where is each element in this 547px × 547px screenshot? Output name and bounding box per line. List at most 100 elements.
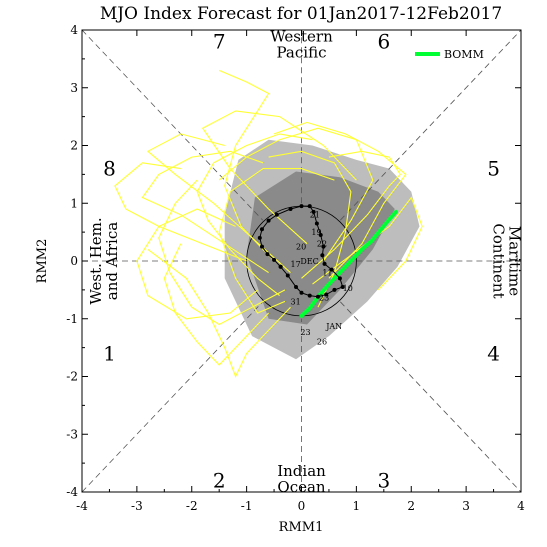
ensemble-member-line-10 bbox=[218, 168, 335, 314]
ensemble-member-line-7 bbox=[218, 127, 374, 262]
region-right-line-1: Continent bbox=[490, 223, 508, 298]
observed-point-18 bbox=[299, 204, 304, 209]
diagonal-guide-0 bbox=[81, 301, 263, 493]
ensemble-member-line-8 bbox=[136, 208, 258, 320]
observed-day-label-3: 22 bbox=[317, 240, 327, 249]
region-top-line-2: Pacific bbox=[277, 44, 327, 62]
observed-track: 21 19 20 22 17 DEC 11 10 23 31 23 26 JAN bbox=[257, 204, 353, 347]
ensemble-member-line-2 bbox=[301, 150, 401, 279]
observed-day-label-7: 10 bbox=[343, 284, 353, 293]
ensemble-member-line-13 bbox=[146, 133, 291, 274]
observed-point-3 bbox=[299, 290, 304, 295]
x-tick-label-4: 0 bbox=[298, 499, 306, 513]
ensemble-member-line-1 bbox=[158, 179, 286, 326]
observed-point-15 bbox=[314, 221, 319, 226]
region-left-line-2: and Africa bbox=[103, 222, 121, 300]
spread-inner bbox=[246, 171, 395, 325]
ensemble-member-line-12 bbox=[114, 162, 247, 262]
observed-point-26 bbox=[272, 257, 277, 262]
ensemble-member-line-5 bbox=[147, 248, 291, 378]
diagonal-guide-2 bbox=[81, 29, 263, 221]
ensemble-member-line-9 bbox=[201, 110, 357, 245]
y-tick-label-4: 0 bbox=[70, 254, 78, 268]
observed-day-label-12: JAN bbox=[325, 322, 342, 331]
region-left-line-1: West. Hem. bbox=[87, 217, 105, 304]
observed-point-2 bbox=[294, 284, 299, 289]
phase-number-5: 5 bbox=[487, 157, 500, 181]
chart-title: MJO Index Forecast for 01Jan2017-12Feb20… bbox=[100, 4, 502, 24]
ensemble-member-line-15 bbox=[163, 243, 269, 366]
observed-day-label-11: 26 bbox=[317, 338, 327, 347]
y-tick-label-8: 4 bbox=[70, 23, 78, 37]
observed-point-8 bbox=[340, 284, 345, 289]
x-tick-label-2: -2 bbox=[186, 499, 198, 513]
observed-point-10 bbox=[329, 267, 334, 272]
observed-point-22 bbox=[259, 227, 264, 232]
y-tick-label-7: 3 bbox=[70, 81, 78, 95]
observed-day-label-2: 20 bbox=[296, 242, 306, 251]
ensemble-member-line-6 bbox=[141, 150, 269, 274]
region-right-line-2: Maritime bbox=[506, 226, 524, 296]
observed-day-label-0: 21 bbox=[310, 211, 320, 220]
observed-point-23 bbox=[257, 235, 262, 240]
observed-point-21 bbox=[266, 218, 271, 223]
legend-label: BOMM bbox=[444, 48, 484, 61]
observed-point-25 bbox=[265, 252, 270, 257]
y-axis-label: RMM2 bbox=[35, 239, 50, 284]
phase-number-8: 8 bbox=[103, 157, 116, 181]
observed-point-6 bbox=[324, 292, 329, 297]
observed-point-4 bbox=[307, 293, 312, 298]
phase-number-6: 6 bbox=[377, 30, 390, 54]
diagonal-guide-3 bbox=[340, 301, 522, 493]
y-tick-label-5: 1 bbox=[70, 196, 78, 210]
y-tick-label-3: -1 bbox=[66, 312, 78, 326]
observed-point-27 bbox=[278, 264, 283, 269]
observed-point-17 bbox=[307, 204, 312, 209]
observed-day-label-8: 23 bbox=[319, 293, 329, 302]
x-tick-label-5: 1 bbox=[353, 499, 361, 513]
x-tick-label-7: 3 bbox=[462, 499, 470, 513]
observed-point-5 bbox=[315, 294, 320, 299]
region-bottom-line-1: Indian bbox=[277, 462, 326, 480]
observed-point-1 bbox=[285, 273, 290, 278]
x-tick-label-1: -3 bbox=[131, 499, 143, 513]
phase-guides bbox=[81, 29, 522, 493]
y-tick-label-0: -4 bbox=[66, 485, 78, 499]
x-tick-label-3: -1 bbox=[241, 499, 253, 513]
phase-number-2: 2 bbox=[213, 468, 226, 492]
x-tick-label-0: -4 bbox=[76, 499, 88, 513]
ensemble-member-line-11 bbox=[273, 121, 407, 279]
region-top-line-1: Western bbox=[270, 28, 333, 46]
x-tick-label-6: 2 bbox=[407, 499, 415, 513]
observed-point-14 bbox=[318, 233, 323, 238]
ensemble-member-line-3 bbox=[218, 69, 275, 262]
y-tick-label-2: -2 bbox=[66, 370, 78, 384]
phase-number-1: 1 bbox=[103, 341, 116, 365]
y-tick-label-1: -3 bbox=[66, 427, 78, 441]
ensemble-spread bbox=[224, 139, 420, 360]
observed-point-13 bbox=[321, 244, 326, 249]
observed-day-label-6: 11 bbox=[322, 268, 332, 277]
observed-point-19 bbox=[288, 207, 293, 212]
phase-number-7: 7 bbox=[213, 30, 226, 54]
observed-point-7 bbox=[332, 287, 337, 292]
legend: BOMM bbox=[415, 48, 484, 61]
x-axis-label: RMM1 bbox=[279, 520, 324, 535]
observed-point-24 bbox=[259, 244, 264, 249]
observed-day-label-10: 23 bbox=[300, 328, 310, 337]
ensemble-mean bbox=[299, 209, 398, 318]
observed-line bbox=[259, 205, 344, 298]
observed-day-label-9: 31 bbox=[291, 297, 301, 306]
phase-number-3: 3 bbox=[377, 468, 390, 492]
diagonal-guide-1 bbox=[340, 29, 522, 221]
phase-number-4: 4 bbox=[487, 341, 500, 365]
y-tick-label-6: 2 bbox=[70, 139, 78, 153]
observed-point-16 bbox=[311, 209, 316, 214]
observed-day-label-4: 17 bbox=[291, 260, 301, 269]
x-tick-label-8: 4 bbox=[517, 499, 525, 513]
observed-day-label-5: DEC bbox=[300, 257, 318, 266]
observed-point-12 bbox=[320, 253, 325, 258]
